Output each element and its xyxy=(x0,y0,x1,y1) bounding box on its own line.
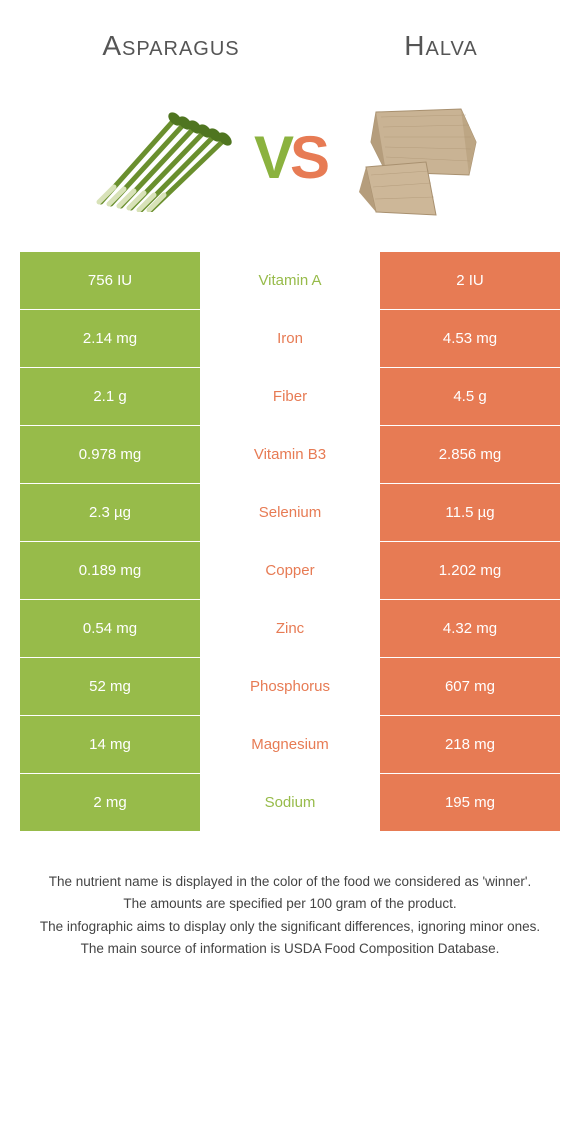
value-right: 4.5 g xyxy=(380,368,560,425)
value-right: 607 mg xyxy=(380,658,560,715)
table-row: 52 mgPhosphorus607 mg xyxy=(20,658,560,716)
value-left: 2.1 g xyxy=(20,368,200,425)
nutrient-name: Copper xyxy=(200,542,380,599)
footer-line: The main source of information is USDA F… xyxy=(30,939,550,959)
table-row: 14 mgMagnesium218 mg xyxy=(20,716,560,774)
value-left: 14 mg xyxy=(20,716,200,773)
nutrient-name: Selenium xyxy=(200,484,380,541)
table-row: 756 IUVitamin A2 IU xyxy=(20,252,560,310)
halva-image xyxy=(336,92,496,222)
title-right: Halva xyxy=(404,30,477,62)
value-left: 52 mg xyxy=(20,658,200,715)
nutrient-name: Sodium xyxy=(200,774,380,831)
asparagus-image xyxy=(84,92,244,222)
value-right: 2 IU xyxy=(380,252,560,309)
value-right: 218 mg xyxy=(380,716,560,773)
value-left: 2.3 µg xyxy=(20,484,200,541)
value-left: 2.14 mg xyxy=(20,310,200,367)
footer-line: The infographic aims to display only the… xyxy=(30,917,550,937)
images-row: VS xyxy=(0,82,580,252)
value-right: 1.202 mg xyxy=(380,542,560,599)
titles-row: Asparagus Halva xyxy=(0,0,580,82)
value-right: 4.32 mg xyxy=(380,600,560,657)
table-row: 2.1 gFiber4.5 g xyxy=(20,368,560,426)
vs-v: V xyxy=(254,123,290,192)
nutrient-name: Phosphorus xyxy=(200,658,380,715)
table-row: 0.978 mgVitamin B32.856 mg xyxy=(20,426,560,484)
value-left: 0.54 mg xyxy=(20,600,200,657)
table-row: 0.189 mgCopper1.202 mg xyxy=(20,542,560,600)
footer-notes: The nutrient name is displayed in the co… xyxy=(0,832,580,981)
value-right: 11.5 µg xyxy=(380,484,560,541)
title-left: Asparagus xyxy=(102,30,239,62)
value-left: 2 mg xyxy=(20,774,200,831)
nutrient-name: Iron xyxy=(200,310,380,367)
table-row: 2 mgSodium195 mg xyxy=(20,774,560,832)
value-left: 756 IU xyxy=(20,252,200,309)
value-right: 4.53 mg xyxy=(380,310,560,367)
value-left: 0.978 mg xyxy=(20,426,200,483)
nutrient-name: Magnesium xyxy=(200,716,380,773)
nutrient-name: Vitamin B3 xyxy=(200,426,380,483)
value-right: 2.856 mg xyxy=(380,426,560,483)
footer-line: The amounts are specified per 100 gram o… xyxy=(30,894,550,914)
nutrient-name: Vitamin A xyxy=(200,252,380,309)
nutrient-table: 756 IUVitamin A2 IU2.14 mgIron4.53 mg2.1… xyxy=(20,252,560,832)
value-right: 195 mg xyxy=(380,774,560,831)
table-row: 2.14 mgIron4.53 mg xyxy=(20,310,560,368)
footer-line: The nutrient name is displayed in the co… xyxy=(30,872,550,892)
value-left: 0.189 mg xyxy=(20,542,200,599)
vs-label: VS xyxy=(254,123,326,192)
nutrient-name: Fiber xyxy=(200,368,380,425)
vs-s: S xyxy=(290,123,326,192)
infographic-container: Asparagus Halva xyxy=(0,0,580,981)
table-row: 2.3 µgSelenium11.5 µg xyxy=(20,484,560,542)
nutrient-name: Zinc xyxy=(200,600,380,657)
table-row: 0.54 mgZinc4.32 mg xyxy=(20,600,560,658)
